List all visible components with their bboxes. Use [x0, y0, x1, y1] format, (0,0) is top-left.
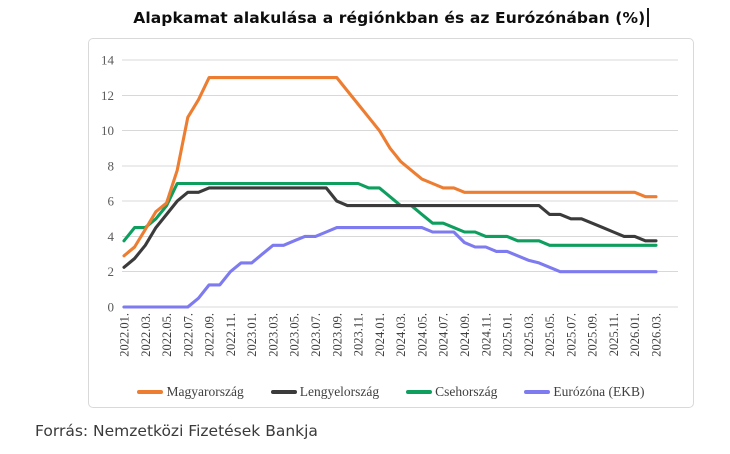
- x-axis-tick-label: 2023.09.: [330, 313, 344, 357]
- chart-legend: Magyarország Lengyelország Csehország Euróz…: [89, 384, 693, 400]
- legend-item[interactable]: Magyarország: [137, 384, 244, 400]
- legend-line-swatch: [524, 390, 551, 394]
- x-axis-tick-label: 2022.03.: [139, 313, 153, 357]
- legend-line-swatch: [406, 390, 433, 394]
- legend-line-swatch: [270, 390, 297, 394]
- legend-item[interactable]: Eurózóna (EKB): [524, 384, 645, 400]
- y-axis-tick-label: 2: [108, 264, 115, 279]
- y-axis-tick-label: 10: [101, 123, 114, 138]
- series-line-magyarorsz-g: [122, 76, 658, 258]
- y-axis-tick-label: 0: [108, 300, 115, 315]
- series-line-lengyelorsz-g: [122, 186, 658, 269]
- legend-label: Magyarország: [166, 384, 244, 399]
- y-axis-tick-label: 12: [101, 88, 114, 103]
- legend-item[interactable]: Lengyelország: [270, 384, 380, 400]
- x-axis-tick-label: 2025.11.: [607, 313, 621, 356]
- x-axis-tick-label: 2022.05.: [160, 313, 174, 357]
- legend-label: Lengyelország: [299, 384, 380, 399]
- x-axis-tick-label: 2024.07.: [437, 313, 451, 357]
- x-axis-tick-label: 2025.09.: [586, 313, 600, 357]
- x-axis-tick-label: 2023.05.: [288, 313, 302, 357]
- legend-label: Csehország: [435, 384, 498, 399]
- source-caption: Forrás: Nemzetközi Fizetések Bankja: [35, 422, 318, 440]
- x-axis-tick-label: 2025.03.: [522, 313, 536, 357]
- text-cursor: [647, 8, 649, 27]
- y-axis-tick-label: 4: [108, 229, 115, 244]
- y-axis-tick-label: 14: [101, 53, 115, 68]
- y-axis-tick-label: 6: [108, 194, 115, 209]
- x-axis-tick-label: 2024.05.: [415, 313, 429, 357]
- x-axis-tick-label: 2024.09.: [458, 313, 472, 357]
- legend-item[interactable]: Csehország: [406, 384, 497, 400]
- legend-line-swatch: [137, 390, 164, 394]
- chart-canvas: 0 2 4 6 8 10 12 14 2022.01. 2022.03. 2022.05. 2022.…: [101, 53, 678, 357]
- x-axis-tick-label: 2022.11.: [224, 313, 238, 356]
- x-axis-tick-label: 2025.01.: [501, 313, 515, 357]
- x-axis-tick-label: 2022.01.: [118, 313, 132, 357]
- x-axis-tick-label: 2024.11.: [479, 313, 493, 356]
- series-line-csehorsz-g: [122, 181, 658, 247]
- x-axis-tick-label: 2023.01.: [245, 313, 259, 357]
- x-axis-tick-label: 2022.09.: [203, 313, 217, 357]
- legend-label: Eurózóna (EKB): [553, 384, 645, 399]
- series-line-eur-z-na-ekb-: [122, 226, 658, 309]
- x-axis-tick-label: 2023.03.: [266, 313, 280, 357]
- x-axis-tick-label: 2023.07.: [309, 313, 323, 357]
- x-axis-tick-label: 2026.01.: [628, 313, 642, 357]
- x-axis-tick-label: 2026.03.: [650, 313, 664, 357]
- x-axis-tick-label: 2024.01.: [373, 313, 387, 357]
- y-axis-tick-label: 8: [108, 158, 115, 173]
- chart-panel: 0 2 4 6 8 10 12 14 2022.01. 2022.03. 2022.05. 2022.…: [88, 38, 694, 408]
- chart-title-row: Alapkamat alakulása a régiónkban és az E…: [88, 8, 694, 28]
- chart-title[interactable]: Alapkamat alakulása a régiónkban és az E…: [133, 9, 646, 27]
- x-axis-tick-label: 2024.03.: [394, 313, 408, 357]
- x-axis-tick-label: 2025.07.: [564, 313, 578, 357]
- x-axis-tick-label: 2022.07.: [181, 313, 195, 357]
- x-axis-tick-label: 2023.11.: [352, 313, 366, 356]
- x-axis-tick-label: 2025.05.: [543, 313, 557, 357]
